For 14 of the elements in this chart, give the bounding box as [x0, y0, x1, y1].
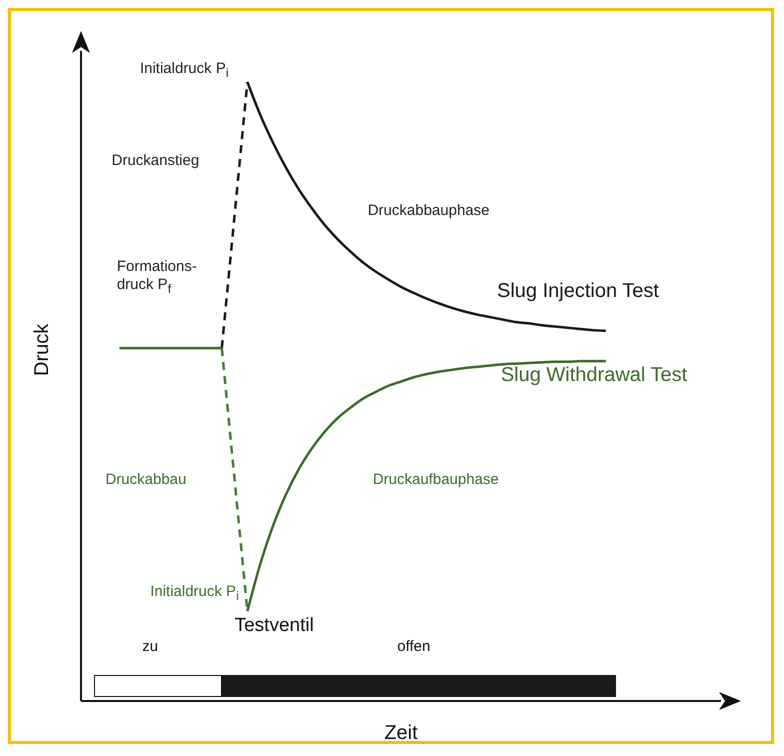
series-label: Slug Injection Test [497, 280, 659, 304]
annotation: Initialdruck P$_{i}$ [150, 582, 239, 605]
annotation: Druckabbauphase [368, 202, 490, 220]
text: Initialdruck P$_{i}$ [140, 60, 229, 82]
annotation: Druckaufbauphase [372, 471, 499, 490]
annotation: Testventil [234, 614, 314, 636]
annotation: Druckabbau [105, 471, 186, 490]
annotation: zu [142, 638, 158, 656]
annotation: Formations-druck P$_{f}$ [116, 258, 198, 298]
annotation: offen [397, 638, 430, 656]
annotation: Druckanstieg [112, 152, 200, 170]
y-axis-title: Druck [31, 322, 54, 376]
series-label: Slug Withdrawal Test [500, 364, 688, 387]
x-axis-title: Zeit [384, 722, 418, 744]
